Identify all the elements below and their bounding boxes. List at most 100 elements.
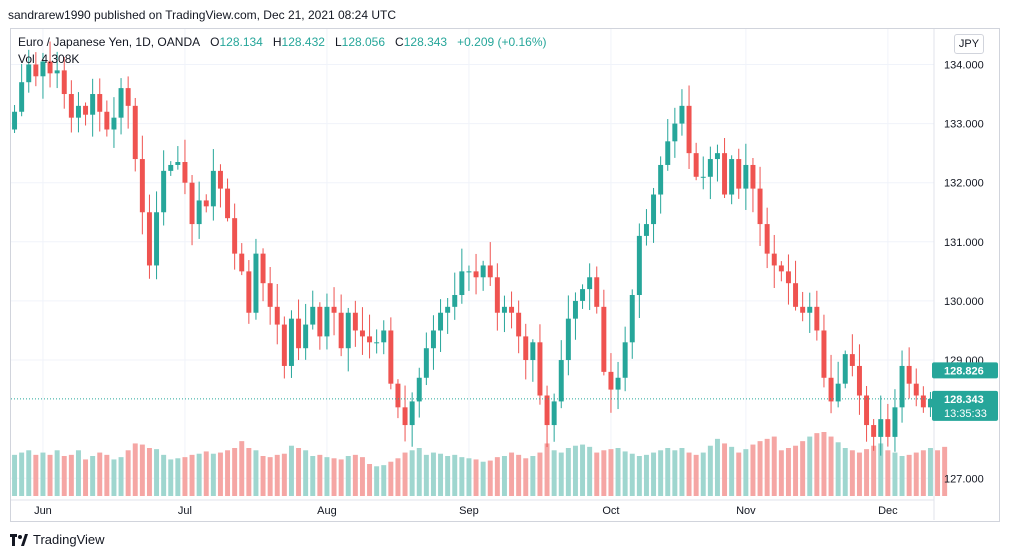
volume-bar [757, 441, 763, 496]
volume-bar [835, 442, 841, 496]
volume-bar [210, 453, 216, 496]
volume-bar [672, 450, 678, 496]
candle-body [629, 295, 635, 343]
candle-body [345, 312, 351, 349]
volume-bar [686, 452, 692, 496]
volume-bar [246, 448, 252, 496]
candle-body [665, 141, 671, 165]
volume-bar [899, 456, 905, 496]
volume-bar [494, 457, 500, 496]
currency-button[interactable]: JPY [954, 34, 984, 54]
volume-bar [501, 456, 507, 496]
candle-body [501, 306, 507, 313]
candle-body [423, 348, 429, 378]
time-tick-label: Dec [878, 505, 898, 517]
volume-legend: Vol 4.308K [18, 52, 79, 66]
chart-frame[interactable] [10, 28, 1000, 522]
candle-body [509, 306, 515, 313]
candle-body [338, 312, 344, 349]
candle-body [658, 164, 664, 195]
candle-body [182, 162, 188, 183]
volume-bar [54, 450, 60, 496]
volume-bar [12, 454, 18, 496]
symbol-label: Euro / Japanese Yen, 1D, OANDA [18, 35, 201, 49]
candle-body [445, 306, 451, 313]
candle-body [622, 342, 628, 378]
volume-bar [608, 449, 614, 496]
volume-bar [920, 450, 926, 496]
volume-bar [509, 452, 515, 496]
candle-body [466, 271, 472, 273]
volume-bar [778, 450, 784, 496]
volume-bar [352, 454, 358, 496]
volume-bar [83, 459, 89, 496]
volume-bar [338, 459, 344, 496]
candle-body [61, 70, 67, 95]
volume-label: Vol [18, 52, 35, 66]
candle-body [871, 425, 877, 437]
volume-bar [537, 452, 543, 496]
candle-body [729, 159, 735, 195]
volume-bar [473, 459, 479, 496]
candle-body [899, 365, 905, 408]
close-value: 128.343 [403, 35, 448, 49]
volume-bar [68, 454, 74, 496]
candle-body [161, 170, 167, 213]
candle-body [906, 365, 912, 384]
candle-body [303, 324, 309, 349]
candle-body [104, 111, 110, 130]
volume-bar [423, 454, 429, 496]
volume-bar [821, 432, 827, 496]
candle-body [331, 306, 337, 313]
candle-body [203, 200, 209, 207]
volume-bar [168, 459, 174, 496]
high-value: 128.432 [281, 35, 325, 49]
volume-bar [459, 457, 465, 496]
candle-body [487, 265, 493, 278]
volume-bar [175, 458, 181, 496]
volume-bar [26, 450, 32, 496]
candle-body [920, 395, 926, 408]
volume-bar [388, 461, 394, 496]
candle-body [544, 395, 550, 426]
volume-bar [785, 448, 791, 496]
candle-body [828, 377, 834, 402]
volume-bar [381, 465, 387, 496]
candle-body [580, 289, 586, 301]
volume-bar [324, 457, 330, 496]
candle-body [452, 295, 458, 307]
candle-body [714, 153, 720, 160]
candle-body [381, 330, 387, 343]
volume-bar [303, 450, 309, 496]
volume-bar [800, 441, 806, 496]
open-value: 128.134 [219, 35, 263, 49]
open-label: O [210, 35, 220, 49]
candle-body [40, 61, 46, 77]
volume-bar [189, 454, 195, 496]
volume-bar [572, 445, 578, 496]
time-tick-label: Jul [178, 505, 192, 517]
other-price-label: 128.826 [944, 365, 984, 377]
candle-body [409, 401, 415, 426]
volume-bar [359, 457, 365, 496]
candle-body [189, 182, 195, 225]
volume-bar [516, 454, 522, 496]
volume-bar [942, 446, 948, 496]
volume-bar [296, 448, 302, 496]
volume-bar [587, 446, 593, 496]
volume-bar [523, 458, 529, 496]
other-price-tag [932, 362, 998, 379]
volume-bar [558, 452, 564, 496]
volume-bar [864, 449, 870, 496]
candle-body [90, 94, 96, 115]
candle-body [722, 153, 728, 195]
volume-bar [146, 448, 152, 496]
volume-bar [580, 444, 586, 496]
candle-body [310, 306, 316, 325]
candle-body [572, 300, 578, 319]
candle-body [594, 277, 600, 307]
tradingview-brand[interactable]: TradingView [10, 532, 105, 547]
volume-bar [551, 450, 557, 496]
candle-body [225, 188, 231, 219]
